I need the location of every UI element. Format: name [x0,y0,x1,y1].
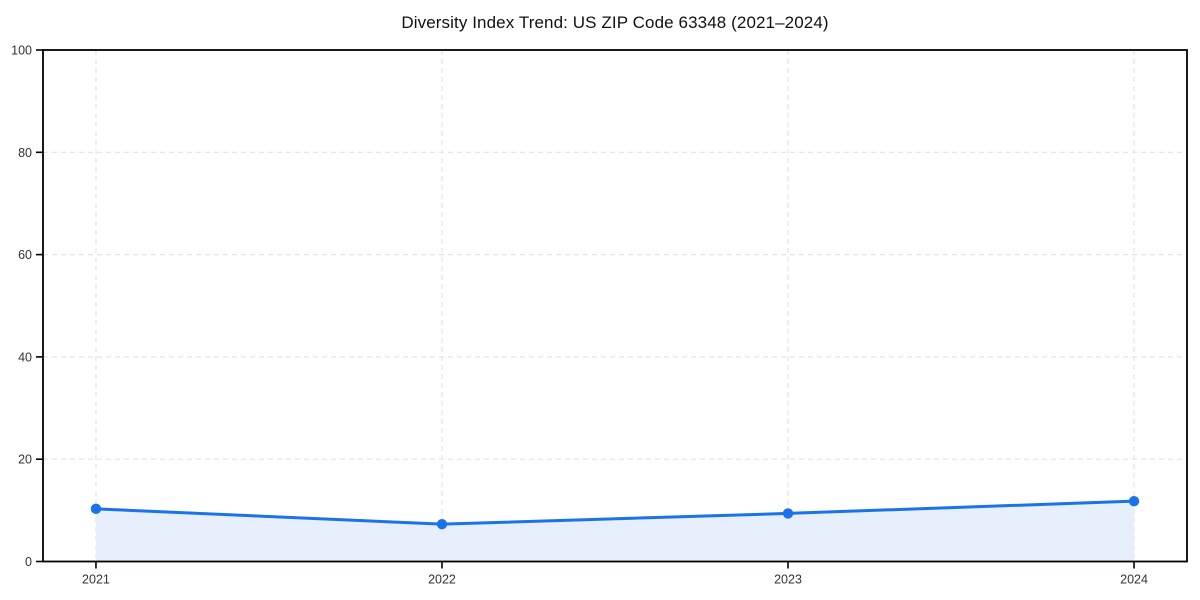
plot-box-spines [42,49,1188,563]
y-tick-label: 100 [11,44,32,58]
x-tick-label: 2022 [428,573,456,587]
data-point-2021[interactable] [90,503,102,515]
y-tick-label: 40 [18,350,32,364]
data-point-2024[interactable] [1128,495,1140,507]
chart-title: Diversity Index Trend: US ZIP Code 63348… [401,13,829,32]
y-tick-label: 0 [25,555,32,569]
y-tick-label: 20 [18,453,32,467]
y-tick-label: 60 [18,248,32,262]
data-point-2022[interactable] [436,518,448,530]
area-fill [95,501,1135,562]
data-point-2023[interactable] [782,508,794,519]
y-tick-label: 80 [18,146,32,160]
x-tick-label: 2024 [1120,573,1148,587]
trend-line [94,499,1136,526]
x-tick-label: 2021 [82,573,110,587]
x-tick-label: 2023 [774,573,802,587]
